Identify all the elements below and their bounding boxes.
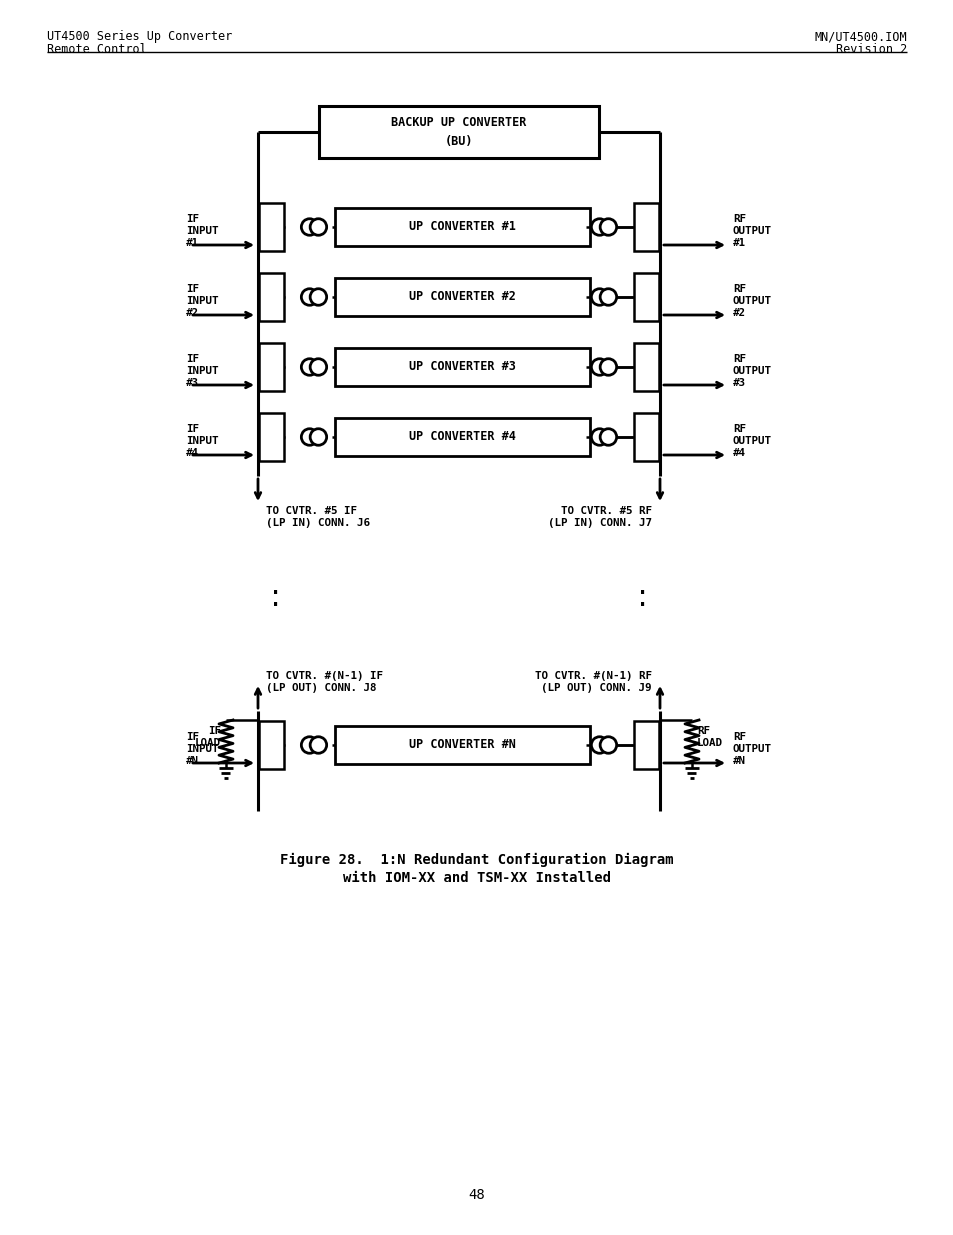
Circle shape xyxy=(310,289,326,305)
Text: TO CVTR. #5 RF: TO CVTR. #5 RF xyxy=(560,506,651,516)
Text: RF
OUTPUT
#3: RF OUTPUT #3 xyxy=(732,354,771,388)
Text: (LP OUT) CONN. J9: (LP OUT) CONN. J9 xyxy=(541,683,651,693)
Circle shape xyxy=(310,737,326,753)
Circle shape xyxy=(591,219,607,235)
Circle shape xyxy=(599,219,616,235)
Text: RF
LOAD: RF LOAD xyxy=(697,726,722,748)
Circle shape xyxy=(591,429,607,446)
Bar xyxy=(318,106,598,158)
Text: .: . xyxy=(635,588,649,611)
Bar xyxy=(634,273,659,321)
Text: UP CONVERTER #4: UP CONVERTER #4 xyxy=(409,431,516,443)
Text: (LP IN) CONN. J6: (LP IN) CONN. J6 xyxy=(266,517,370,529)
Circle shape xyxy=(591,289,607,305)
Text: RF
OUTPUT
#N: RF OUTPUT #N xyxy=(732,732,771,766)
Text: RF
OUTPUT
#1: RF OUTPUT #1 xyxy=(732,215,771,247)
Bar xyxy=(634,343,659,391)
Text: IF
INPUT
#3: IF INPUT #3 xyxy=(186,354,218,388)
Text: Remote Control: Remote Control xyxy=(47,43,147,56)
Text: RF
OUTPUT
#2: RF OUTPUT #2 xyxy=(732,284,771,317)
Bar xyxy=(258,721,284,769)
Bar xyxy=(335,417,589,456)
Text: TO CVTR. #(N-1) IF: TO CVTR. #(N-1) IF xyxy=(266,671,382,680)
Bar xyxy=(258,203,284,251)
Text: with IOM-XX and TSM-XX Installed: with IOM-XX and TSM-XX Installed xyxy=(343,871,610,885)
Text: RF
OUTPUT
#4: RF OUTPUT #4 xyxy=(732,425,771,458)
Text: IF
LOAD: IF LOAD xyxy=(194,726,221,748)
Circle shape xyxy=(599,289,616,305)
Circle shape xyxy=(301,358,317,375)
Text: (LP IN) CONN. J7: (LP IN) CONN. J7 xyxy=(547,517,651,529)
Bar xyxy=(335,726,589,764)
Circle shape xyxy=(301,289,317,305)
Bar xyxy=(335,278,589,316)
Bar xyxy=(634,203,659,251)
Text: IF
INPUT
#N: IF INPUT #N xyxy=(186,732,218,766)
Bar xyxy=(258,343,284,391)
Circle shape xyxy=(591,358,607,375)
Text: 48: 48 xyxy=(468,1188,485,1202)
Text: IF
INPUT
#2: IF INPUT #2 xyxy=(186,284,218,317)
Circle shape xyxy=(301,429,317,446)
Text: TO CVTR. #5 IF: TO CVTR. #5 IF xyxy=(266,506,356,516)
Bar xyxy=(634,412,659,461)
Circle shape xyxy=(599,737,616,753)
Bar xyxy=(335,348,589,387)
Text: IF
INPUT
#1: IF INPUT #1 xyxy=(186,215,218,247)
Circle shape xyxy=(301,219,317,235)
Circle shape xyxy=(310,358,326,375)
Text: .: . xyxy=(268,576,283,599)
Text: UP CONVERTER #1: UP CONVERTER #1 xyxy=(409,221,516,233)
Circle shape xyxy=(599,358,616,375)
Circle shape xyxy=(310,219,326,235)
Text: .: . xyxy=(635,576,649,599)
Text: UP CONVERTER #2: UP CONVERTER #2 xyxy=(409,290,516,304)
Bar xyxy=(634,721,659,769)
Text: Figure 28.  1:N Redundant Configuration Diagram: Figure 28. 1:N Redundant Configuration D… xyxy=(280,853,673,867)
Text: UP CONVERTER #3: UP CONVERTER #3 xyxy=(409,361,516,373)
Text: .: . xyxy=(268,588,283,611)
Bar xyxy=(335,207,589,246)
Text: UT4500 Series Up Converter: UT4500 Series Up Converter xyxy=(47,30,232,43)
Circle shape xyxy=(599,429,616,446)
Text: (LP OUT) CONN. J8: (LP OUT) CONN. J8 xyxy=(266,683,376,693)
Circle shape xyxy=(301,737,317,753)
Text: IF
INPUT
#4: IF INPUT #4 xyxy=(186,425,218,458)
Text: Revision 2: Revision 2 xyxy=(835,43,906,56)
Text: (BU): (BU) xyxy=(444,135,473,147)
Text: BACKUP UP CONVERTER: BACKUP UP CONVERTER xyxy=(391,116,526,130)
Text: UP CONVERTER #N: UP CONVERTER #N xyxy=(409,739,516,752)
Circle shape xyxy=(310,429,326,446)
Text: MN/UT4500.IOM: MN/UT4500.IOM xyxy=(814,30,906,43)
Text: TO CVTR. #(N-1) RF: TO CVTR. #(N-1) RF xyxy=(535,671,651,680)
Bar xyxy=(258,273,284,321)
Bar xyxy=(258,412,284,461)
Circle shape xyxy=(591,737,607,753)
